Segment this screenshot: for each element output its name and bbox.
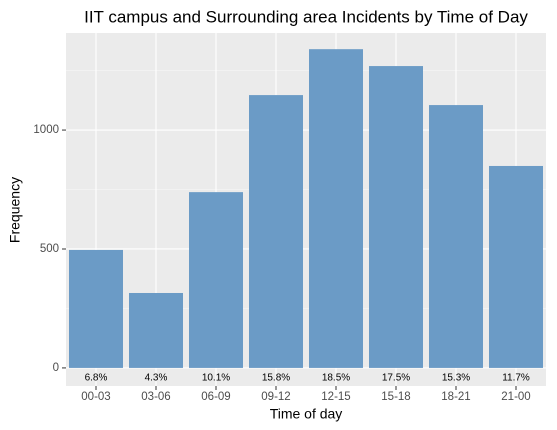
percent-label: 18.5% (322, 373, 350, 384)
bar (69, 249, 123, 368)
x-tick-label: 03-06 (141, 391, 170, 403)
bar (309, 49, 363, 368)
x-axis-title: Time of day (270, 406, 343, 422)
y-tick-label: 500 (40, 243, 59, 255)
x-tick-label: 21-00 (501, 391, 530, 403)
bar (369, 66, 423, 368)
y-tick-label: 1000 (33, 124, 59, 136)
percent-label: 17.5% (382, 373, 410, 384)
chart-title: IIT campus and Surrounding area Incident… (84, 7, 528, 26)
y-axis-title: Frequency (7, 177, 23, 243)
percent-label: 11.7% (502, 373, 530, 384)
x-tick-label: 06-09 (201, 391, 230, 403)
percent-label: 4.3% (145, 373, 168, 384)
bar (189, 192, 243, 368)
y-tick-label: 0 (53, 362, 59, 374)
percent-label: 15.8% (262, 373, 290, 384)
bar (429, 105, 483, 368)
x-tick-label: 15-18 (381, 391, 410, 403)
x-tick-label: 12-15 (321, 391, 350, 403)
bar (489, 165, 543, 368)
x-tick-label: 00-03 (81, 391, 110, 403)
x-tick-label: 09-12 (261, 391, 290, 403)
percent-label: 15.3% (442, 373, 470, 384)
x-tick-label: 18-21 (441, 391, 470, 403)
bar (129, 292, 183, 368)
percent-label: 10.1% (202, 373, 230, 384)
percent-label: 6.8% (85, 373, 108, 384)
marks (69, 49, 543, 368)
bar (249, 95, 303, 368)
